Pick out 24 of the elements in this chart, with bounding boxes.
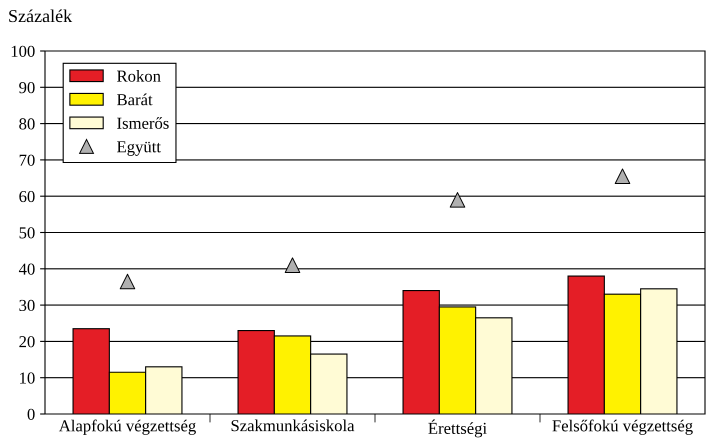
y-tick-label: 0	[28, 408, 35, 420]
y-tick-label: 60	[19, 190, 35, 202]
y-tick-label: 90	[19, 82, 35, 94]
y-tick-label: 100	[12, 46, 35, 57]
y-tick-label: 40	[18, 264, 35, 275]
y-tick-label: 10	[20, 372, 35, 384]
legend-label: Együtt	[117, 141, 161, 156]
legend-label: Ismerős	[117, 117, 169, 129]
y-tick-label: 50	[20, 227, 35, 238]
y-axis-title: Százalék	[9, 9, 72, 22]
x-tick-label: Szakmunkásiskola	[232, 420, 354, 432]
y-tick-label: 70	[20, 154, 35, 166]
x-tick-label: Érettségi	[428, 420, 487, 438]
y-tick-label: 30	[19, 300, 35, 312]
point	[614, 168, 630, 184]
y-tick-label: 80	[19, 118, 35, 130]
point	[450, 192, 466, 208]
y-tick-label: 20	[19, 336, 35, 348]
point	[120, 274, 136, 290]
legend-label: Rokon	[117, 70, 161, 82]
legend-label: Barát	[117, 94, 153, 106]
x-tick-label: Felsőfokú végzettség	[552, 420, 693, 435]
point	[284, 257, 300, 273]
x-tick-label: Alapfokú végzettség	[58, 420, 196, 435]
